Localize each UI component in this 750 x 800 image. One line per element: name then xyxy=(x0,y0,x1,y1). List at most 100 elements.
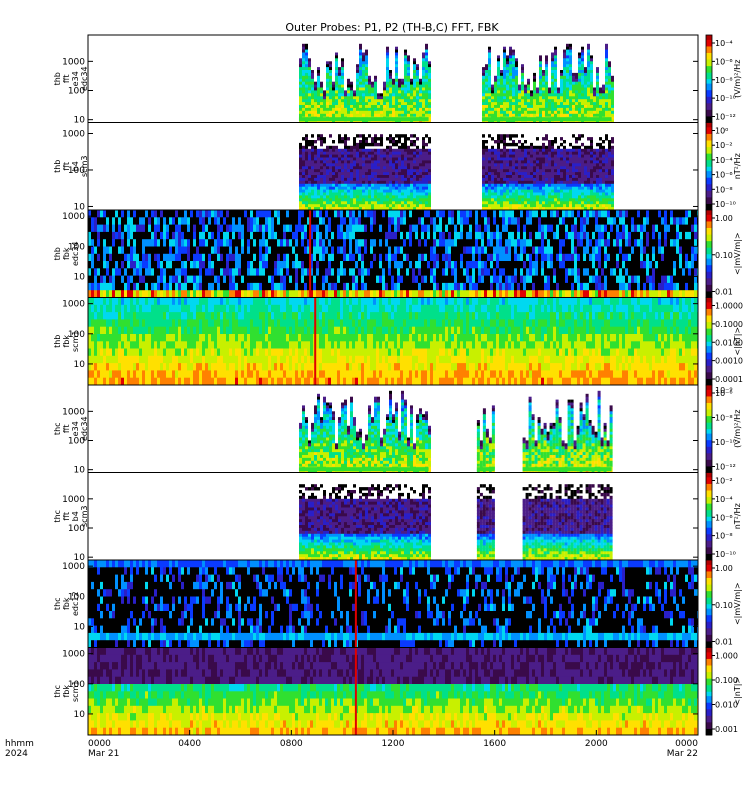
panel-2-label-line-2: b4 xyxy=(71,161,80,171)
panel-3-cbtick-2: 1.00 xyxy=(715,214,733,223)
panel-6-cbtick-4: 10⁻² xyxy=(715,477,733,486)
panel-1-baseline xyxy=(298,117,429,122)
panel-8-ytick-2: 1000 xyxy=(62,650,85,660)
panel-3-ytick-2: 1000 xyxy=(62,212,85,222)
panel-4-label-line-0: thb xyxy=(53,335,62,348)
panel-3-ytick-1: 100 xyxy=(68,242,85,252)
xtick-label-5: 2000 xyxy=(585,739,608,749)
panel-6-label-line-3: scm3 xyxy=(80,506,89,527)
panel-8-ytick-0: 10 xyxy=(74,710,86,720)
panel-3-ytick-0: 10 xyxy=(74,272,86,282)
panel-2-image xyxy=(299,134,614,210)
panel-1-label-line-1: fft xyxy=(62,74,71,83)
xtick-label-2: 0800 xyxy=(280,739,303,749)
panel-4-spike-0 xyxy=(314,297,317,385)
panel-6-label-line-1: fft xyxy=(62,512,71,521)
panel-5-colorbar: 10⁻¹² 10⁻¹⁰ 10⁻⁸ 10⁻⁶10⁻⁹ (V/m)²/Hz xyxy=(705,384,742,473)
panel-6-label-line-0: thc xyxy=(53,510,62,523)
panel-1-baseline xyxy=(481,117,612,122)
panel-4-cbtick-3: 0.1000 xyxy=(715,320,743,329)
panel-3-label-line-0: thb xyxy=(53,247,62,260)
panel-7-cbtick-1: 0.10 xyxy=(715,601,733,610)
start-date-label: Mar 21 xyxy=(88,749,119,759)
panel-1-cbtick-2: 10⁻⁸ xyxy=(715,76,733,85)
panel-5-baseline xyxy=(522,467,612,472)
panel-8-image xyxy=(88,647,698,735)
panel-4-label-line-1: fbk xyxy=(62,335,71,348)
panel-1-cbtick-3: 10⁻⁶ xyxy=(715,57,733,66)
xtick-label-4: 1600 xyxy=(483,739,506,749)
panel-6-ytick-1: 100 xyxy=(68,524,85,534)
panel-5-label-line-3: edc34 xyxy=(80,416,89,441)
panel-6-cbtick-3: 10⁻⁴ xyxy=(715,495,733,504)
panel-8-spike-0 xyxy=(354,647,357,735)
panel-2-ytick-2: 1000 xyxy=(62,129,85,139)
panel-2-colorbar-label: nT²/Hz xyxy=(733,153,742,179)
panel-2-label-line-0: thb xyxy=(53,160,62,173)
xtick-label-1: 0400 xyxy=(178,739,201,749)
panel-7-colorbar-label: <|mV/m|> xyxy=(733,582,742,625)
panel-2-ytick-0: 10 xyxy=(74,202,86,212)
panel-5-colorbar-label: (V/m)²/Hz xyxy=(733,410,742,448)
xtick-label-6: 0000 xyxy=(675,739,698,749)
panel-8: 10 100 1000 thc fbk scm1 0.001 0.010 0.100 1.000 <… xyxy=(53,647,742,736)
panel-2-cbtick-2: 10⁻⁶ xyxy=(715,171,733,180)
panel-1-cbtick-4: 10⁻⁴ xyxy=(715,39,733,48)
panel-4-ytick-0: 10 xyxy=(74,360,86,370)
panel-4-cbtick-2: 0.0100 xyxy=(715,338,743,347)
panel-5-ytick-2: 1000 xyxy=(62,407,85,417)
panel-1-label-line-2: e34 xyxy=(71,71,80,86)
panel-7-image xyxy=(88,560,698,648)
panel-4-ytick-1: 100 xyxy=(68,330,85,340)
panel-6-colorbar: 10⁻¹⁰ 10⁻⁸ 10⁻⁶ 10⁻⁴ 10⁻² nT²/Hz xyxy=(705,472,742,561)
panel-2-colorbar: 10⁻¹⁰ 10⁻⁸ 10⁻⁶ 10⁻⁴ 10⁻² 10⁰ nT²/Hz xyxy=(705,122,742,211)
panel-6-cbtick-2: 10⁻⁶ xyxy=(715,513,733,522)
panel-4-colorbar: 0.0001 0.0010 0.0100 0.1000 1.0000 <|nT|> xyxy=(705,297,743,386)
panel-5-cbtick-2: 10⁻⁸ xyxy=(715,414,733,423)
panel-3-spike-0 xyxy=(309,210,312,298)
panel-4: 10 100 1000 thb fbk scm1 0.0001 0.0010 0.0100 0.1… xyxy=(53,297,743,386)
panel-4-cbtick-0: 0.0001 xyxy=(715,375,743,384)
panel-2-cbtick-5: 10⁰ xyxy=(715,127,728,136)
panel-4-colorbar-label: <|nT|> xyxy=(733,327,742,356)
panel-5-ytick-0: 10 xyxy=(74,466,86,476)
panel-7-colorbar: 0.01 0.10 1.00<|mV/m|> xyxy=(705,559,742,648)
panel-1-ytick-0: 10 xyxy=(74,116,86,126)
panel-5-cbtick-3: 10⁻⁶ xyxy=(715,389,733,398)
panel-2-label-line-3: scm3 xyxy=(80,156,89,177)
panel-5-baseline xyxy=(476,467,495,472)
panel-5-cbtick-1: 10⁻¹⁰ xyxy=(715,438,736,447)
panel-2-cbtick-0: 10⁻¹⁰ xyxy=(715,200,736,209)
panel-4-image xyxy=(88,297,698,385)
panel-3-image xyxy=(88,210,698,298)
panel-1-colorbar: 10⁻¹² 10⁻¹⁰ 10⁻⁸ 10⁻⁶ 10⁻⁴ (V/m)²/Hz xyxy=(705,34,742,123)
panel-5-image xyxy=(298,390,613,473)
panel-3-cbtick-1: 0.10 xyxy=(715,251,733,260)
panel-1-label-line-3: edc34 xyxy=(80,66,89,91)
figure-title: Outer Probes: P1, P2 (TH-B,C) FFT, FBK xyxy=(285,21,499,34)
panel-8-label-line-2: scm1 xyxy=(71,681,80,702)
panel-3-colorbar-label: <|mV/m|> xyxy=(733,232,742,275)
panel-7: 10 100 1000 thc fbk edc12 0.01 0.10 1.00<|mV/m|> xyxy=(53,559,742,648)
panel-2-cbtick-3: 10⁻⁴ xyxy=(715,156,733,165)
panel-3: 10 100 1000 thb fbk edc34 0.01 0.10 1.00<|mV/m|> xyxy=(53,209,742,298)
panel-3-label-line-2: edc34 xyxy=(71,241,80,266)
panel-5-label-line-0: thc xyxy=(53,422,62,435)
panel-7-spike-0 xyxy=(354,560,357,648)
panel-6-cbtick-1: 10⁻⁸ xyxy=(715,532,733,541)
panel-8-cbtick-3: 1.000 xyxy=(715,652,738,661)
panel-6-cbtick-0: 10⁻¹⁰ xyxy=(715,550,736,559)
panel-3-colorbar: 0.01 0.10 1.00<|mV/m|> xyxy=(705,209,742,298)
panel-7-label-line-1: fbk xyxy=(62,597,71,610)
panel-5-label-line-1: fft xyxy=(62,424,71,433)
panel-3-cbtick-0: 0.01 xyxy=(715,288,733,297)
panel-7-cbtick-2: 1.00 xyxy=(715,564,733,573)
panel-1-image xyxy=(298,43,614,123)
corner-label-year: 2024 xyxy=(5,749,28,759)
panel-6-ytick-0: 10 xyxy=(74,553,86,563)
panel-8-ytick-1: 100 xyxy=(68,680,85,690)
